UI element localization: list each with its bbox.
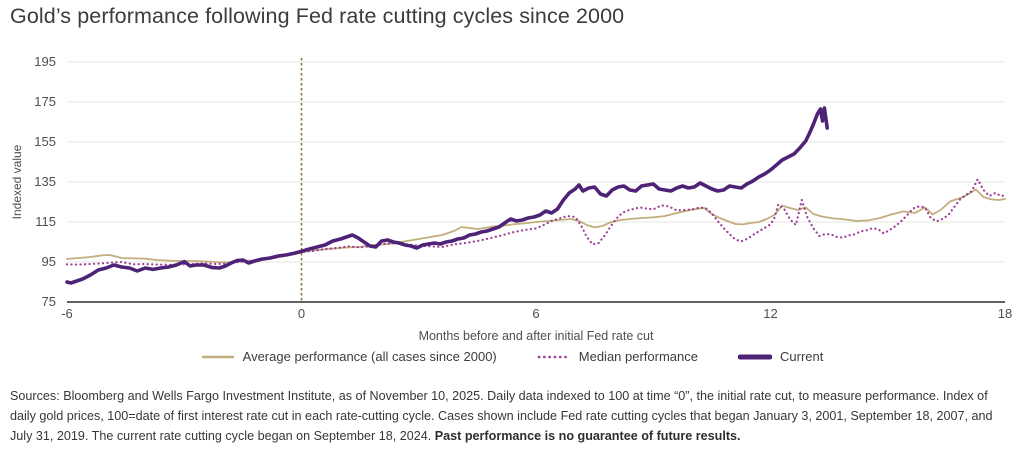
y-tick-label: 175 [34, 94, 56, 109]
legend-label-current: Current [780, 349, 824, 364]
legend-item-median: Median performance [537, 349, 698, 364]
legend-label-median: Median performance [578, 349, 698, 364]
legend: Average performance (all cases since 200… [0, 349, 1024, 364]
disclaimer-text: Past performance is no guarantee of futu… [434, 429, 741, 444]
y-tick-label: 95 [41, 254, 56, 269]
page-title: Gold’s performance following Fed rate cu… [10, 4, 625, 28]
legend-item-current: Current [738, 349, 823, 364]
median-dotted-line-swatch-icon [537, 355, 571, 358]
legend-item-average: Average performance (all cases since 200… [201, 349, 497, 364]
y-tick-label: 155 [34, 134, 56, 149]
x-axis-label: Months before and after initial Fed rate… [418, 329, 654, 343]
x-tick-label: 12 [763, 306, 778, 321]
x-tick-label: 6 [532, 306, 540, 321]
chart-canvas [65, 58, 1007, 303]
x-tick-label: -6 [61, 306, 73, 321]
source-note-text: Sources: Bloomberg and Wells Fargo Inves… [10, 389, 993, 444]
source-note: Sources: Bloomberg and Wells Fargo Inves… [10, 386, 1010, 446]
chart-area: 195 175 155 135 115 95 75 -6 0 6 12 18 Indexed val… [0, 54, 1024, 364]
x-tick-label: 0 [297, 306, 306, 321]
average-line-swatch-icon [201, 355, 234, 358]
y-tick-label: 135 [34, 174, 56, 189]
x-tick-label: 18 [997, 306, 1013, 321]
y-tick-label: 115 [35, 214, 56, 229]
legend-label-average: Average performance (all cases since 200… [242, 349, 497, 364]
y-tick-label: 75 [41, 294, 56, 309]
current-line-swatch-icon [738, 354, 772, 359]
y-axis-label: Indexed value [10, 144, 24, 220]
y-tick-label: 195 [34, 54, 56, 69]
series-line-current [65, 106, 830, 285]
series-line-average [66, 188, 1006, 264]
